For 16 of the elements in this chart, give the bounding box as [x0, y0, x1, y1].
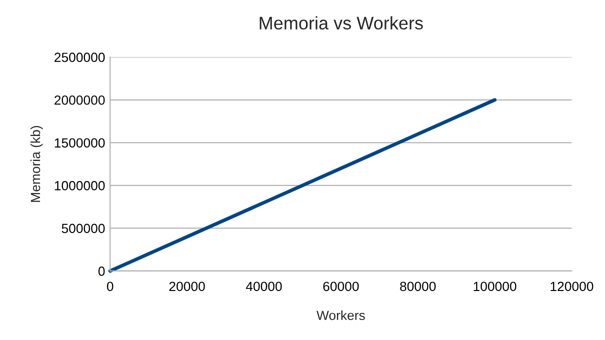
- x-tick-label: 0: [106, 282, 114, 292]
- chart-title: Memoria vs Workers: [260, 16, 423, 30]
- x-tick-label: 120000: [550, 282, 594, 292]
- y-tick-label: 500000: [62, 224, 105, 234]
- x-tick-label: 40000: [246, 282, 282, 292]
- y-tick-label: 1000000: [54, 181, 105, 190]
- x-axis-title: Workers: [316, 310, 365, 320]
- y-tick-label: 2500000: [54, 52, 105, 62]
- y-axis-title: Memoria (kb): [30, 126, 43, 202]
- x-tick-label: 100000: [474, 282, 516, 292]
- x-tick-label: 80000: [400, 282, 436, 292]
- y-tick-label: 2000000: [54, 95, 105, 105]
- x-tick-label: 20000: [169, 282, 205, 292]
- y-tick-label: 0: [98, 266, 105, 276]
- x-tick-label: 60000: [323, 282, 359, 292]
- y-tick-label: 1500000: [54, 138, 105, 148]
